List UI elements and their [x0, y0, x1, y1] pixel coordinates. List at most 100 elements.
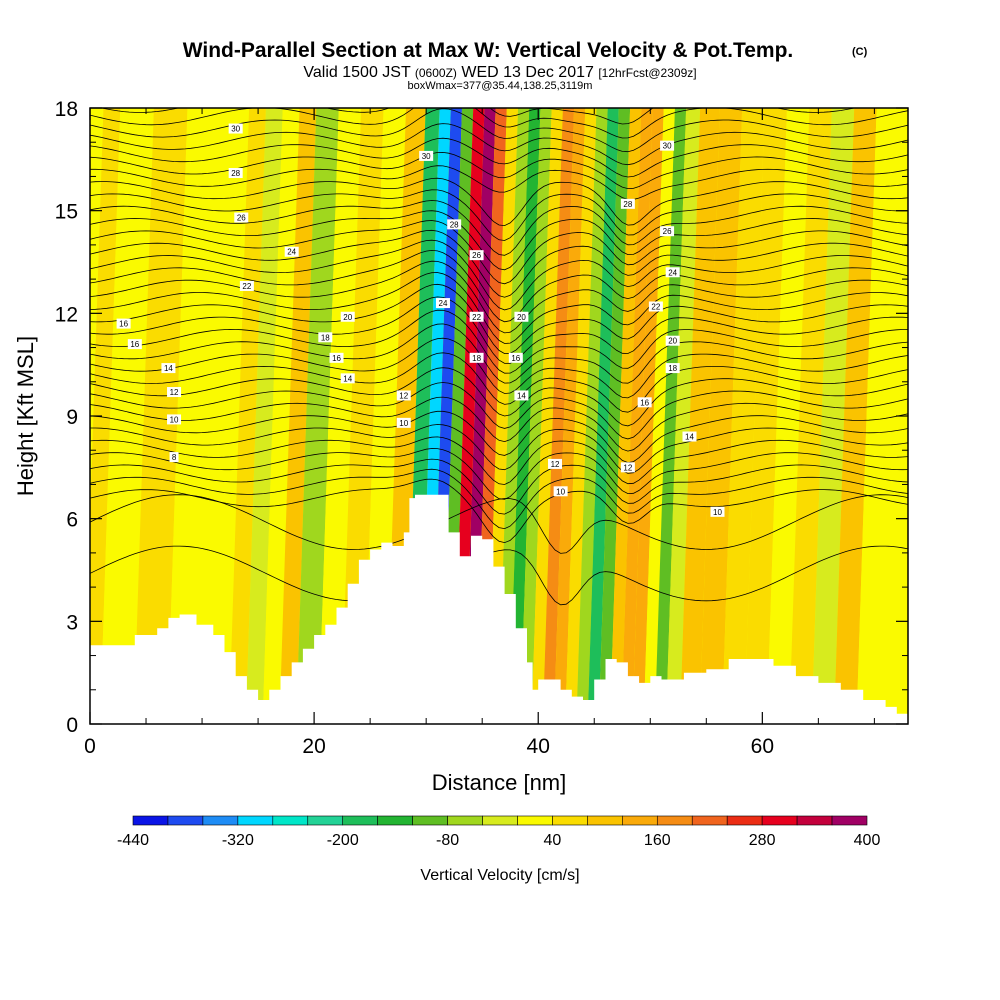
theta-label: 22	[239, 280, 254, 291]
chart-title: Wind-Parallel Section at Max W: Vertical…	[183, 39, 794, 62]
theta-label-bg	[127, 339, 142, 350]
theta-label: 18	[469, 352, 484, 363]
theta-label-text: 14	[343, 374, 352, 383]
theta-contour	[90, 396, 908, 452]
velocity-band	[542, 108, 575, 724]
theta-label: 26	[234, 212, 249, 223]
theta-label-bg	[514, 311, 529, 322]
theta-contour	[90, 323, 908, 384]
colorbar-tick-label: 400	[854, 832, 881, 849]
theta-contours	[90, 108, 908, 606]
theta-label-text: 28	[231, 169, 240, 178]
theta-label: 8	[169, 452, 179, 463]
theta-contour	[90, 220, 908, 285]
theta-label-bg	[665, 363, 680, 374]
theta-label-text: 24	[668, 268, 677, 277]
colorbar-swatch	[167, 815, 204, 826]
colorbar-swatch	[517, 815, 553, 826]
theta-contour	[90, 337, 908, 399]
theta-label-text: 14	[164, 364, 173, 373]
colorbar-swatch	[726, 815, 763, 826]
theta-contour	[90, 229, 908, 298]
velocity-band	[245, 108, 283, 724]
theta-label: 14	[340, 373, 355, 384]
theta-label-text: 16	[640, 398, 649, 407]
theta-contour	[90, 137, 908, 178]
theta-contour	[90, 367, 908, 427]
theta-label: 24	[665, 267, 680, 278]
valid-line: Valid 1500 JST (0600Z) WED 13 Dec 2017 […	[303, 64, 696, 81]
y-tick-label: 12	[55, 303, 78, 326]
velocity-band	[878, 108, 908, 724]
theta-label: 16	[637, 397, 652, 408]
theta-label-text: 14	[685, 433, 694, 442]
theta-label-bg	[239, 280, 254, 291]
theta-label: 10	[396, 417, 411, 428]
theta-label-text: 20	[517, 313, 526, 322]
theta-label-bg	[167, 414, 182, 425]
theta-label-text: 8	[172, 453, 177, 462]
theta-label-text: 28	[623, 200, 632, 209]
theta-label-text: 24	[287, 248, 296, 257]
theta-label: 16	[127, 339, 142, 350]
colorbar-swatch	[622, 815, 658, 826]
theta-label-bg	[469, 311, 484, 322]
velocity-band	[509, 108, 541, 724]
theta-contour	[90, 309, 908, 374]
theta-contour	[90, 260, 908, 334]
theta-label-bg	[234, 212, 249, 223]
theta-label-text: 22	[242, 282, 251, 291]
theta-label: 10	[710, 506, 725, 517]
theta-contour	[90, 108, 908, 139]
theta-label: 10	[553, 486, 568, 497]
theta-contour	[90, 165, 908, 200]
theta-contour	[90, 210, 908, 271]
colorbar-label: Vertical Velocity [cm/s]	[420, 867, 579, 884]
y-tick-label: 3	[66, 611, 78, 634]
colorbar-tick-label: 160	[644, 832, 671, 849]
colorbar-swatch	[587, 815, 623, 826]
velocity-band	[632, 108, 664, 724]
theta-label: 18	[665, 363, 680, 374]
theta-label-text: 20	[343, 313, 352, 322]
theta-label: 30	[419, 150, 434, 161]
theta-label: 30	[660, 140, 675, 151]
terrain	[90, 494, 908, 724]
theta-label-bg	[710, 506, 725, 517]
theta-label-text: 10	[713, 508, 722, 517]
colorbar-swatch	[377, 815, 413, 826]
theta-contour	[90, 151, 908, 190]
colorbar-swatch	[691, 815, 728, 826]
velocity-band	[262, 108, 300, 724]
y-tick-label: 0	[66, 714, 78, 737]
velocity-band	[643, 108, 675, 724]
theta-label-bg	[548, 458, 563, 469]
velocity-band	[834, 108, 877, 724]
theta-label: 12	[620, 462, 635, 473]
theta-label-bg	[396, 390, 411, 401]
velocity-band	[621, 108, 653, 724]
theta-contour	[90, 239, 908, 311]
theta-label-text: 16	[332, 354, 341, 363]
colorbar-tick-label: -440	[117, 832, 149, 849]
theta-label-text: 12	[623, 463, 632, 472]
theta-label: 28	[447, 219, 462, 230]
theta-label-text: 10	[170, 415, 179, 424]
theta-label-bg	[620, 198, 635, 209]
velocity-band	[811, 108, 855, 724]
theta-label-bg	[660, 226, 675, 237]
x-tick-label: 60	[751, 735, 774, 758]
theta-label-bg	[340, 311, 355, 322]
theta-label: 14	[514, 390, 529, 401]
x-axis-label: Distance [nm]	[432, 770, 567, 795]
colorbar-swatch	[447, 815, 483, 826]
theta-label-text: 12	[551, 460, 560, 469]
theta-contour	[90, 352, 908, 413]
theta-label-text: 24	[439, 299, 448, 308]
theta-label-text: 30	[422, 152, 431, 161]
velocity-band	[341, 108, 384, 724]
theta-label: 24	[284, 246, 299, 257]
velocity-band	[520, 108, 552, 724]
theta-label: 12	[548, 458, 563, 469]
velocity-band	[133, 108, 188, 724]
